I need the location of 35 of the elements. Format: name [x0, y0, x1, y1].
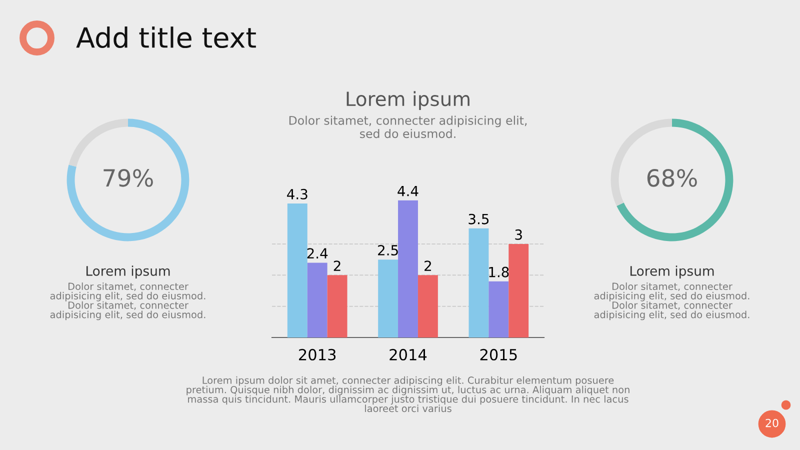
data-label: 2	[424, 260, 431, 271]
data-label: 2.4	[307, 248, 328, 258]
text: Lorem ipsum	[86, 266, 170, 278]
data-label: 2	[334, 260, 340, 271]
chart-title: Lorem ipsum	[346, 91, 470, 110]
chart-subtitle: Dolor sitamet, connecter adipisicing elit, sed do eiusmod.	[289, 116, 527, 138]
bar	[398, 200, 418, 338]
text: Lorem ipsum dolor sit amet, connecter adipiscing elit. Curabitur elementum posuere pretium. Quisque nibh dolor, dignissim ac dignissim ut, luctus ac urna. Aliquam aliquet non massa quis tincidunt. Mauris ullamcorper justo tristique dui posuere tincidunt. In nec lacus laoreet orci varius	[186, 376, 630, 412]
donut-slice	[68, 118, 128, 167]
data-label: 4.3	[287, 188, 308, 200]
data-label: 68%	[647, 168, 697, 187]
x-tick-label: 2014	[390, 348, 427, 360]
text: 20	[766, 418, 778, 428]
text: Add title text	[76, 26, 256, 48]
donut-slice	[66, 118, 190, 242]
data-label: 79%	[104, 168, 153, 187]
data-label: 3.5	[468, 214, 489, 224]
data-label: 3	[515, 229, 522, 240]
bar	[307, 262, 328, 338]
donut-slice	[616, 118, 734, 242]
text: Dolor sitamet, connecter adipisicing elit, sed do eiusmod. Dolor sitamet, connecter adipisicing elit, sed do eiusmod.	[594, 282, 750, 320]
data-label: 2.5	[378, 244, 398, 256]
text: Dolor sitamet, connecter adipisicing elit, sed do eiusmod. Dolor sitamet, connecter adipisicing elit, sed do eiusmod.	[50, 282, 206, 320]
bar	[418, 275, 438, 338]
bar	[287, 203, 308, 338]
bar	[468, 228, 489, 338]
x-tick-label: 2013	[299, 348, 336, 360]
bar	[327, 275, 348, 338]
bar	[508, 244, 529, 338]
data-label: 4.4	[398, 186, 418, 196]
x-tick-label: 2015	[480, 348, 517, 360]
data-label: 1.8	[489, 266, 509, 278]
bar	[378, 260, 398, 338]
bar	[488, 281, 509, 338]
text: Lorem ipsum	[630, 266, 714, 278]
